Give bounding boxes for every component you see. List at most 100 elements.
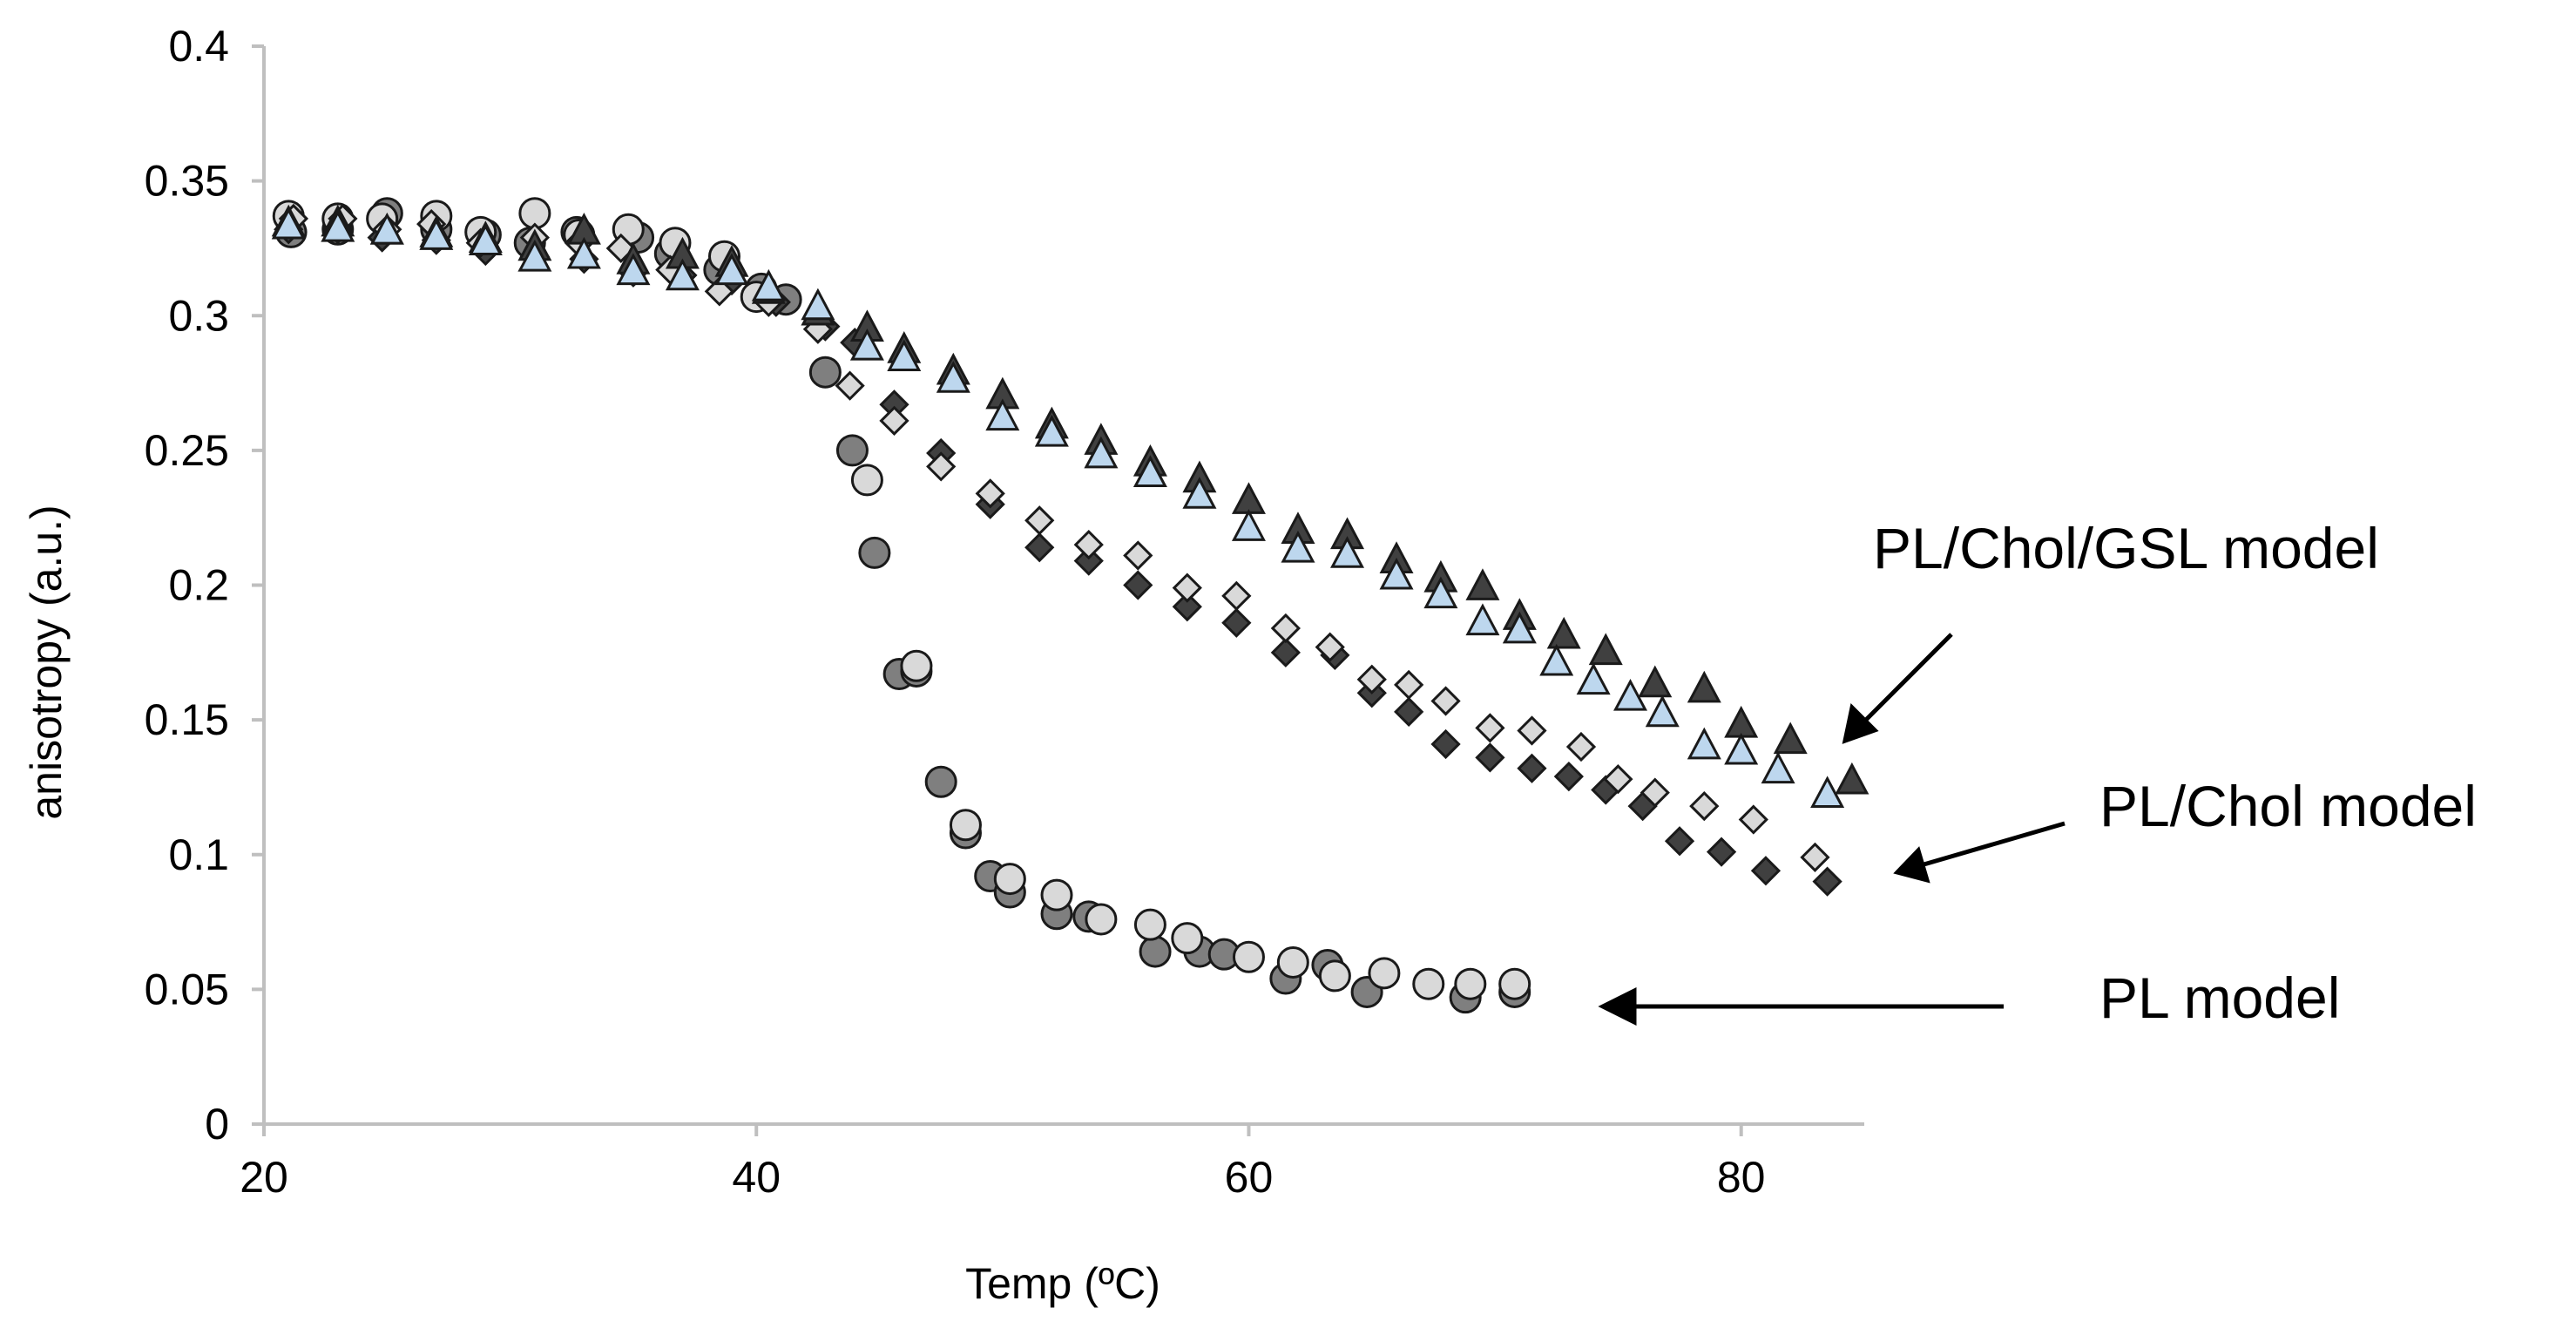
data-point-triangle	[1502, 611, 1537, 644]
y-axis-label: anisotropy (a.u.)	[22, 505, 71, 819]
data-point-diamond	[1315, 632, 1345, 662]
plot-points	[271, 197, 1869, 1014]
data-point-triangle	[1645, 694, 1680, 728]
data-point-triangle	[1465, 568, 1500, 600]
data-point-circle	[1498, 967, 1531, 1000]
y-tick-label: 0.05	[145, 965, 229, 1013]
y-tick-label: 0.3	[168, 291, 229, 340]
data-point-diamond	[1172, 592, 1202, 622]
data-point-diamond	[1356, 664, 1387, 694]
data-point-diamond	[1221, 580, 1252, 611]
data-point-triangle	[1132, 455, 1167, 488]
data-point-diamond	[1123, 540, 1153, 571]
data-point-triangle	[1638, 665, 1673, 698]
data-point-diamond	[1565, 731, 1597, 762]
data-point-diamond	[835, 370, 865, 401]
data-point-circle	[1412, 967, 1445, 1000]
arrow-pl-chol	[1893, 821, 2066, 884]
data-point-diamond	[1517, 753, 1547, 783]
data-point-triangle	[1687, 727, 1721, 760]
data-point-diamond	[1517, 715, 1547, 746]
data-point-triangle	[887, 339, 922, 372]
data-point-triangle	[936, 361, 970, 393]
data-point-triangle	[419, 218, 454, 250]
data-point-diamond	[1172, 573, 1202, 603]
data-point-diamond	[1430, 728, 1461, 760]
data-point-triangle	[1773, 722, 1808, 755]
data-point-triangle	[1423, 576, 1458, 609]
data-point-circle	[850, 464, 883, 497]
y-tick-label: 0.25	[145, 426, 229, 475]
y-ticks: 0 0.05 0.1 0.15 0.2 0.25 0.3 0.35 0.4	[145, 22, 264, 1148]
series-triangle-5	[271, 207, 1845, 809]
data-point-diamond	[1553, 761, 1584, 792]
data-point-triangle	[1576, 662, 1611, 695]
data-point-triangle	[369, 212, 404, 245]
series-circle-1	[272, 197, 1531, 1000]
data-point-circle	[1133, 908, 1166, 941]
data-point-triangle	[566, 236, 601, 269]
y-tick-label: 0.4	[168, 22, 229, 71]
x-axis-label: Temp (ºC)	[965, 1259, 1160, 1308]
data-point-circle	[1318, 959, 1351, 993]
data-point-diamond	[1073, 545, 1104, 576]
data-point-diamond	[1640, 777, 1670, 808]
data-point-diamond	[1024, 505, 1055, 536]
data-point-triangle	[714, 253, 749, 286]
arrow-pl-chol-gsl	[1842, 633, 1953, 744]
data-point-triangle	[801, 288, 835, 321]
data-point-circle	[924, 765, 957, 798]
data-point-diamond	[1394, 696, 1424, 727]
data-point-circle	[993, 863, 1026, 896]
data-point-circle	[835, 434, 869, 467]
y-tick-label: 0.35	[145, 157, 229, 206]
data-point-circle	[1085, 903, 1118, 936]
data-point-triangle	[616, 253, 651, 286]
series-diamond-3	[278, 203, 1830, 872]
data-point-diamond	[1800, 842, 1830, 872]
data-point-triangle	[665, 258, 700, 291]
data-point-diamond	[1430, 686, 1461, 716]
data-point-triangle	[1724, 705, 1759, 738]
data-point-diamond	[1270, 637, 1301, 667]
data-point-triangle	[1613, 678, 1648, 711]
data-point-triangle	[1379, 557, 1414, 590]
y-tick-label: 0.1	[168, 830, 229, 879]
x-tick-label: 40	[732, 1153, 781, 1202]
data-point-diamond	[1123, 570, 1153, 600]
data-point-triangle	[1034, 414, 1069, 447]
data-point-triangle	[468, 223, 503, 256]
x-ticks: 20 40 60 80	[240, 1124, 1766, 1202]
annotation-pl-chol: PL/Chol model	[2099, 774, 2477, 838]
series-circle-0	[274, 197, 1531, 1014]
data-point-diamond	[1024, 532, 1055, 563]
data-point-diamond	[1706, 837, 1737, 867]
data-point-circle	[1171, 922, 1204, 955]
data-point-triangle	[751, 268, 786, 302]
data-point-triangle	[1810, 776, 1845, 809]
data-point-triangle	[1281, 530, 1315, 563]
data-point-diamond	[879, 405, 909, 436]
data-point-triangle	[1539, 643, 1574, 676]
data-point-triangle	[1330, 536, 1365, 568]
data-point-diamond	[1689, 790, 1720, 822]
data-point-diamond	[1073, 529, 1104, 560]
y-tick-label: 0	[205, 1100, 229, 1148]
data-point-circle	[1139, 935, 1172, 968]
data-point-triangle	[1546, 616, 1581, 649]
data-point-circle	[900, 649, 933, 682]
annotation-pl: PL model	[2099, 966, 2340, 1030]
data-point-triangle	[517, 239, 552, 272]
data-point-circle	[1454, 967, 1487, 1000]
data-point-diamond	[1812, 866, 1842, 897]
data-point-diamond	[1603, 764, 1633, 795]
data-point-triangle	[1588, 633, 1623, 666]
data-point-triangle	[849, 328, 884, 361]
data-point-triangle	[1835, 762, 1869, 795]
y-tick-label: 0.15	[145, 695, 229, 744]
annotation-pl-chol-gsl: PL/Chol/GSL model	[1873, 516, 2379, 580]
data-point-diamond	[926, 451, 957, 482]
data-point-circle	[1276, 945, 1309, 979]
data-point-circle	[808, 356, 842, 389]
